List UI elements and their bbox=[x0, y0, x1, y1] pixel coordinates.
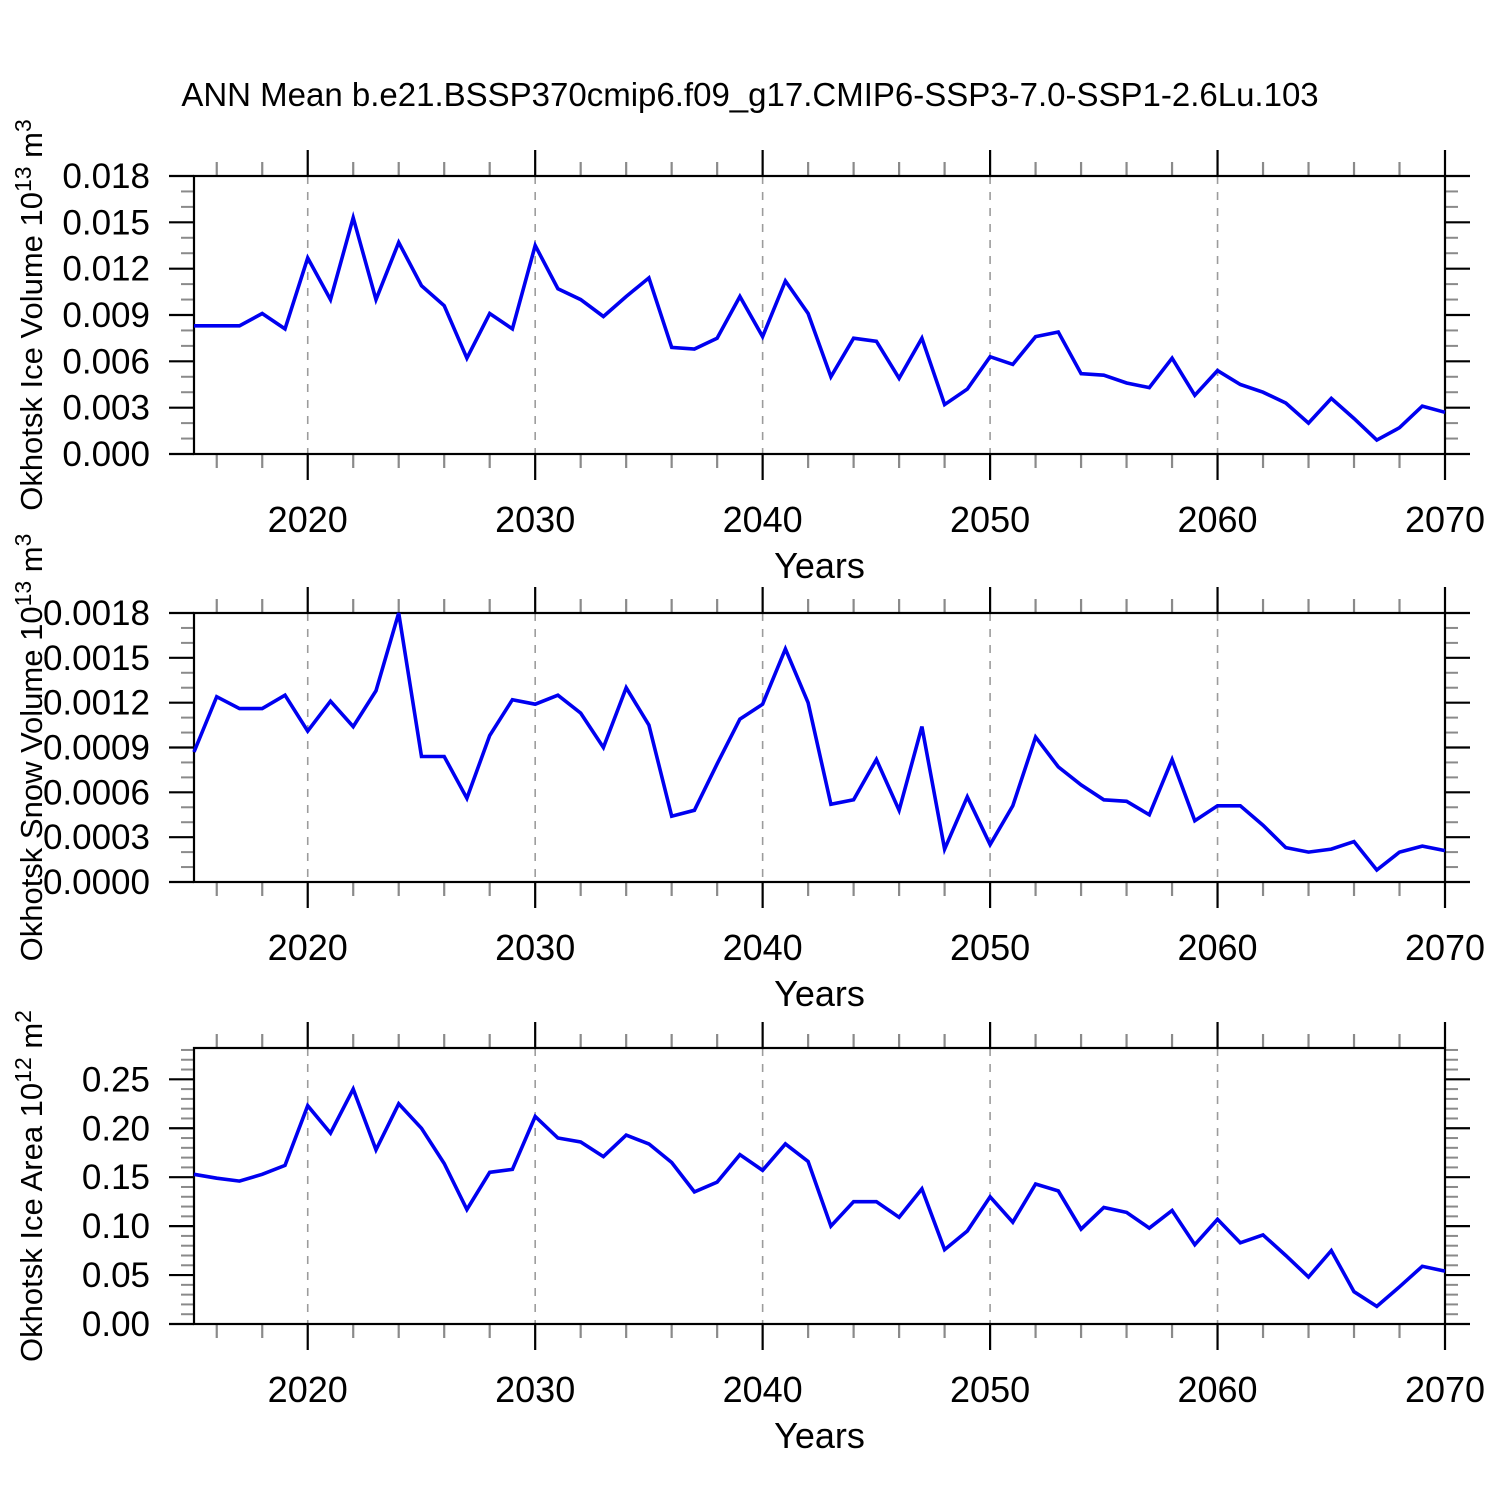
y-tick-label: 0.0009 bbox=[43, 729, 150, 768]
y-axis-title: Okhotsk Ice Area 1012 m2 bbox=[10, 1010, 49, 1362]
x-tick-label: 2040 bbox=[723, 927, 803, 968]
panel-ice-area: 0.00 0.05 0.10 0.15 0.20 0.25 2020 2030 2040 2050… bbox=[10, 1010, 1485, 1456]
x-tick-label: 2020 bbox=[268, 499, 348, 540]
y-tick-label: 0.0006 bbox=[43, 773, 150, 812]
x-tick-label: 2060 bbox=[1177, 1369, 1257, 1410]
figure-title: ANN Mean b.e21.BSSP370cmip6.f09_g17.CMIP… bbox=[181, 76, 1319, 113]
y-tick-label: 0.0012 bbox=[43, 684, 150, 723]
y-tick-label: 0.15 bbox=[82, 1158, 150, 1197]
x-tick-label: 2040 bbox=[723, 1369, 803, 1410]
y-tick-label: 0.05 bbox=[82, 1256, 150, 1295]
ice-area-series-line bbox=[193, 1084, 1446, 1309]
y-tick-label: 0.000 bbox=[62, 435, 150, 474]
y-tick-label: 0.10 bbox=[82, 1207, 150, 1246]
x-axis-title: Years bbox=[774, 1415, 865, 1456]
y-tick-label: 0.0018 bbox=[43, 594, 150, 633]
y-axis-title: Okhotsk Ice Volume 1013 m3 bbox=[10, 119, 49, 511]
snow-volume-series-line bbox=[192, 612, 1446, 873]
y-tick-label: 0.018 bbox=[62, 157, 150, 196]
x-tick-label: 2030 bbox=[495, 1369, 575, 1410]
x-tick-label: 2050 bbox=[950, 499, 1030, 540]
y-tick-label: 0.012 bbox=[62, 250, 150, 289]
x-tick-label: 2070 bbox=[1405, 499, 1485, 540]
x-tick-label: 2030 bbox=[495, 927, 575, 968]
y-tick-label: 0.0015 bbox=[43, 639, 150, 678]
x-tick-label: 2030 bbox=[495, 499, 575, 540]
y-tick-label: 0.015 bbox=[62, 203, 150, 242]
y-axis-title: Okhotsk Snow Volume 1013 m3 bbox=[10, 534, 49, 962]
y-tick-label: 0.0003 bbox=[43, 818, 150, 857]
x-tick-label: 2020 bbox=[268, 927, 348, 968]
x-axis-title: Years bbox=[774, 545, 865, 586]
x-tick-label: 2070 bbox=[1405, 1369, 1485, 1410]
panel-ice-volume: 0.000 0.003 0.006 0.009 0.012 0.015 0.018 2020 2… bbox=[10, 119, 1485, 586]
x-tick-label: 2020 bbox=[268, 1369, 348, 1410]
x-tick-label: 2050 bbox=[950, 927, 1030, 968]
y-tick-label: 0.0000 bbox=[43, 863, 150, 902]
panel-snow-volume: 0.0000 0.0003 0.0006 0.0009 0.0012 0.0015 0.00… bbox=[10, 534, 1485, 1014]
y-tick-label: 0.006 bbox=[62, 342, 150, 381]
x-tick-label: 2040 bbox=[723, 499, 803, 540]
x-tick-label: 2060 bbox=[1177, 499, 1257, 540]
plot-frame bbox=[192, 174, 1447, 456]
ice-volume-series-line bbox=[194, 210, 1446, 443]
y-tick-label: 0.003 bbox=[62, 389, 150, 428]
y-tick-label: 0.20 bbox=[82, 1109, 150, 1148]
x-tick-label: 2050 bbox=[950, 1369, 1030, 1410]
x-axis-title: Years bbox=[774, 973, 865, 1014]
plot-frame bbox=[192, 1046, 1447, 1326]
x-tick-label: 2070 bbox=[1405, 927, 1485, 968]
y-tick-label: 0.00 bbox=[82, 1305, 150, 1344]
x-tick-label: 2060 bbox=[1177, 927, 1257, 968]
y-tick-label: 0.009 bbox=[62, 296, 150, 335]
y-tick-label: 0.25 bbox=[82, 1060, 150, 1099]
